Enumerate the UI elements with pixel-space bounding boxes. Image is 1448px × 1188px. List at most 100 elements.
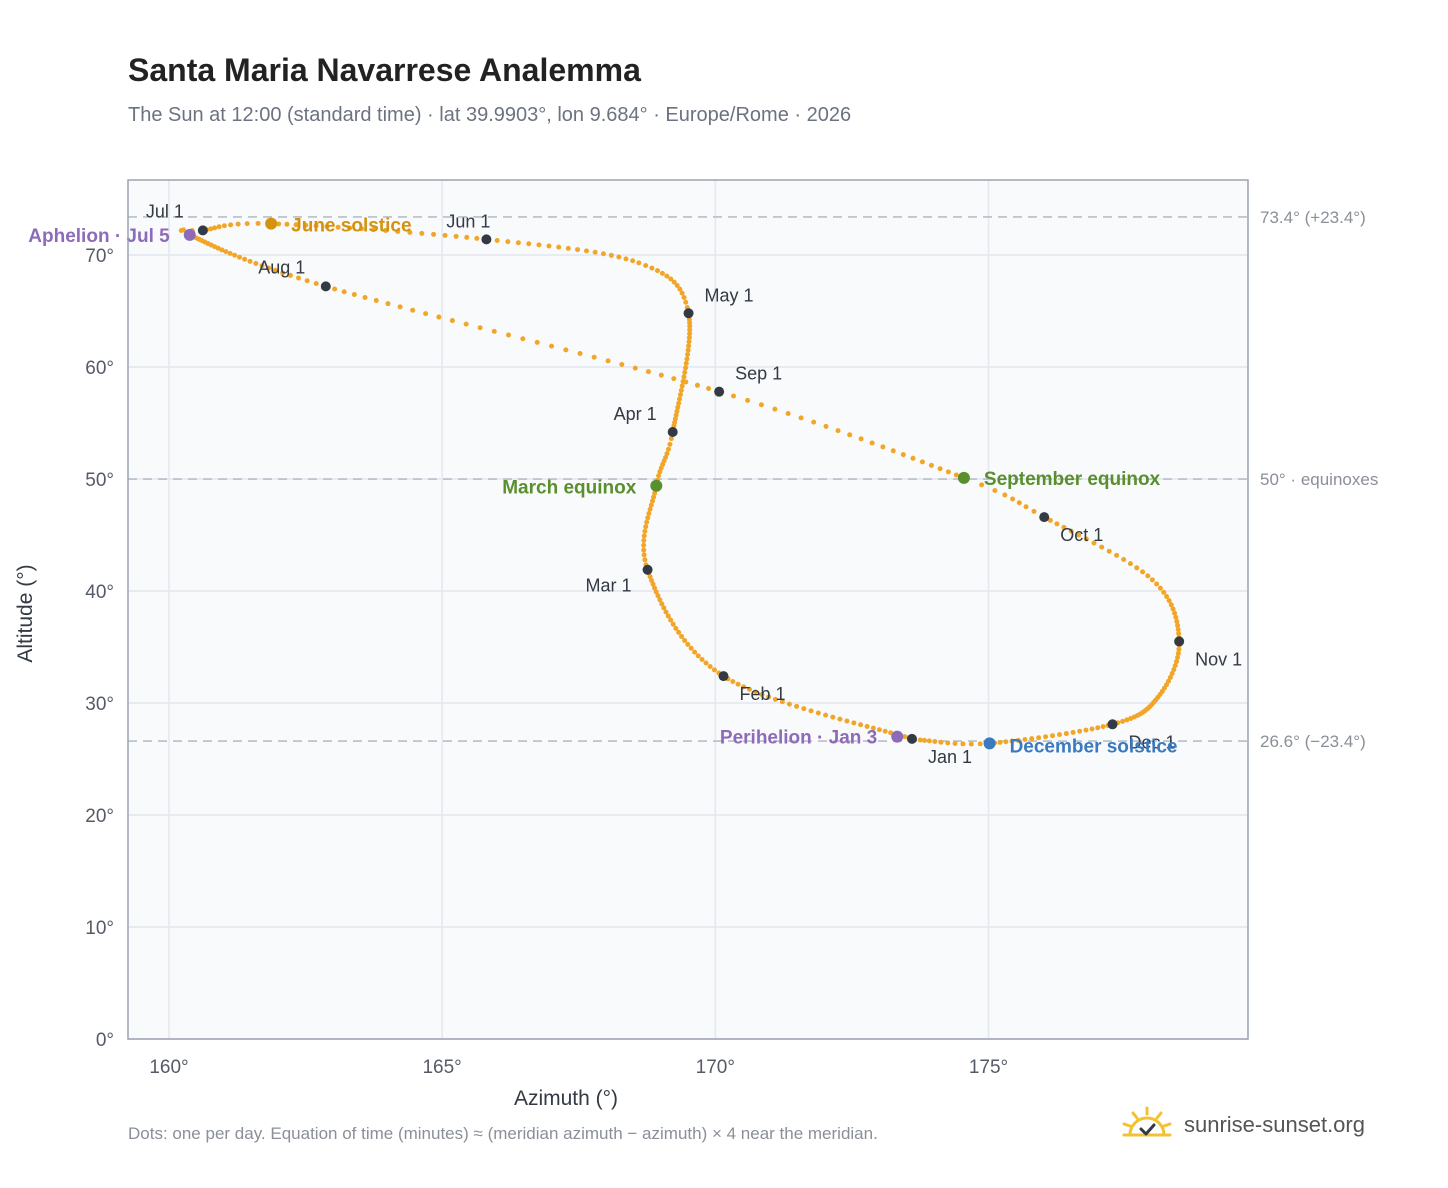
daily-dot xyxy=(1176,630,1182,636)
y-tick-label: 70° xyxy=(85,246,114,267)
event-label: March equinox xyxy=(502,478,637,499)
event-label: June solstice xyxy=(291,216,411,237)
daily-dot xyxy=(1164,593,1170,599)
daily-dot xyxy=(235,221,241,227)
daily-dot xyxy=(643,262,649,268)
event-label: September equinox xyxy=(984,469,1161,490)
month-marker-label: Apr 1 xyxy=(614,404,657,424)
daily-dot xyxy=(506,332,512,338)
daily-dot xyxy=(661,605,667,611)
x-axis-label: Azimuth (°) xyxy=(514,1087,618,1110)
daily-dot xyxy=(407,229,413,235)
daily-dot xyxy=(921,737,927,743)
daily-dot xyxy=(395,228,401,234)
daily-dot xyxy=(410,307,416,313)
daily-dot xyxy=(293,222,299,228)
brand-logo[interactable]: sunrise-sunset.org xyxy=(1120,1100,1365,1150)
event-marker xyxy=(983,737,996,750)
event-label: December solstice xyxy=(1010,736,1178,757)
daily-dot xyxy=(1175,626,1181,632)
daily-dot xyxy=(681,294,687,300)
daily-dot xyxy=(272,267,278,273)
daily-dot xyxy=(228,222,234,228)
daily-dot xyxy=(659,270,665,276)
daily-dot xyxy=(1145,573,1151,579)
event-marker xyxy=(265,217,278,230)
daily-dot xyxy=(1168,602,1174,608)
daily-dot xyxy=(1068,528,1074,534)
daily-dot xyxy=(844,718,850,724)
daily-dot xyxy=(491,328,497,334)
daily-dot xyxy=(997,739,1003,745)
daily-dot xyxy=(658,372,664,378)
daily-dot xyxy=(244,221,250,227)
daily-dot xyxy=(910,455,916,461)
daily-dot xyxy=(276,221,282,227)
daily-dot xyxy=(735,681,741,687)
daily-dot xyxy=(1157,585,1163,591)
daily-dot xyxy=(1043,734,1049,740)
daily-dot xyxy=(643,524,649,530)
daily-dot xyxy=(265,265,271,271)
daily-dot xyxy=(798,415,804,421)
daily-dot xyxy=(858,722,864,728)
daily-dot xyxy=(449,318,455,324)
daily-dot xyxy=(1149,577,1155,583)
daily-dot xyxy=(641,547,647,553)
daily-dot xyxy=(1070,729,1076,735)
daily-dot xyxy=(619,362,625,368)
daily-dot xyxy=(1009,738,1015,744)
daily-dot xyxy=(371,227,377,233)
month-marker-label: Feb 1 xyxy=(740,684,786,704)
daily-dot xyxy=(858,436,864,442)
daily-dot xyxy=(227,250,233,256)
daily-dot xyxy=(668,436,674,442)
daily-dot xyxy=(686,339,692,345)
daily-dot xyxy=(945,740,951,746)
daily-dot xyxy=(1031,508,1037,514)
daily-dot xyxy=(1023,504,1029,510)
y-axis-label: Altitude (°) xyxy=(14,564,37,662)
daily-dot xyxy=(351,292,357,298)
daily-dot xyxy=(679,290,685,296)
daily-dot xyxy=(815,710,821,716)
daily-dot xyxy=(651,494,657,500)
daily-dot xyxy=(373,298,379,304)
daily-dot xyxy=(647,506,653,512)
daily-dot xyxy=(953,472,959,478)
daily-dot xyxy=(1050,733,1056,739)
daily-dot xyxy=(1022,737,1028,743)
daily-dot xyxy=(699,656,705,662)
daily-dot xyxy=(477,325,483,331)
daily-dot xyxy=(474,235,480,241)
daily-dot xyxy=(648,502,654,508)
plot-frame xyxy=(127,179,1249,1040)
daily-dot xyxy=(772,406,778,412)
daily-dot xyxy=(786,701,792,707)
daily-dot xyxy=(385,301,391,307)
daily-dot xyxy=(1120,718,1126,724)
daily-dot xyxy=(685,352,691,358)
y-tick-label: 50° xyxy=(85,470,114,491)
daily-dot xyxy=(563,347,569,353)
daily-dot xyxy=(1169,671,1175,677)
month-marker xyxy=(718,671,729,682)
daily-dot xyxy=(630,258,636,264)
daily-dot xyxy=(687,323,693,329)
daily-dot xyxy=(1100,724,1106,730)
daily-dot xyxy=(436,314,442,320)
daily-dot xyxy=(785,410,791,416)
daily-dot xyxy=(242,256,248,262)
daily-dot xyxy=(676,629,682,635)
daily-dot xyxy=(679,633,685,639)
daily-dot xyxy=(730,679,736,685)
daily-dot xyxy=(759,691,765,697)
daily-dot xyxy=(649,265,655,271)
daily-dot xyxy=(938,739,944,745)
daily-dot xyxy=(667,441,673,447)
daily-dot xyxy=(515,240,521,246)
daily-dot xyxy=(556,244,562,250)
daily-dot xyxy=(600,251,606,257)
daily-dot xyxy=(665,446,671,452)
daily-dot xyxy=(575,247,581,253)
